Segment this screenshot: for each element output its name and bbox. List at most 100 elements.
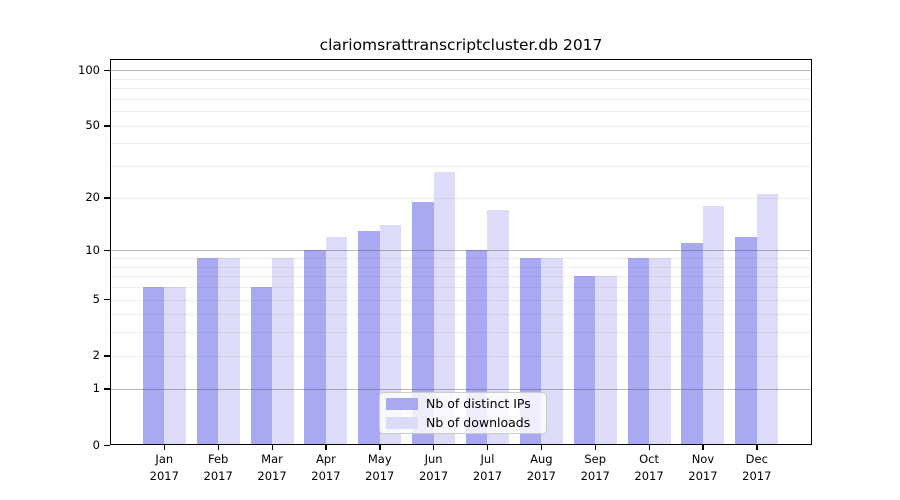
x-tick-month: Dec	[745, 452, 768, 466]
x-tick-month: Aug	[530, 452, 553, 466]
x-tick-sep	[594, 445, 596, 450]
gridline-minor-40	[110, 143, 812, 145]
y-tick-100	[104, 69, 110, 72]
x-tick-year: 2017	[526, 468, 556, 483]
x-tick-feb	[217, 445, 219, 450]
gridline-minor-20	[110, 197, 812, 199]
x-tick-oct	[648, 445, 650, 450]
bar-mar-distinct-ips	[250, 286, 273, 445]
x-tick-month: Feb	[207, 452, 229, 466]
x-tick-label-aug: Aug 2017	[511, 451, 571, 484]
x-tick-year: 2017	[634, 468, 664, 483]
x-tick-jul	[486, 445, 489, 450]
gridline-minor-2	[110, 355, 812, 357]
bar-feb-distinct-ips	[196, 258, 219, 445]
gridline-minor-6	[110, 286, 812, 288]
gridline-minor-80	[110, 88, 812, 90]
y-tick-label-1: 1	[92, 381, 100, 396]
gridline-minor-4	[110, 314, 812, 316]
gridline-minor-30	[110, 166, 812, 168]
x-tick-jun	[433, 445, 435, 450]
x-tick-month: Jan	[155, 452, 174, 466]
y-tick-20	[104, 197, 110, 199]
y-tick-10	[104, 249, 110, 252]
bar-nov-downloads	[702, 205, 725, 445]
bar-mar-downloads	[272, 258, 294, 445]
legend-label-distinct-ips: Nb of distinct IPs	[426, 396, 531, 411]
x-tick-year: 2017	[365, 468, 395, 483]
x-tick-mar	[271, 445, 273, 450]
gridline-major-100	[110, 70, 812, 72]
x-tick-label-oct: Oct 2017	[619, 451, 679, 484]
x-tick-label-may: May 2017	[350, 451, 410, 484]
x-tick-may	[379, 445, 381, 450]
y-tick-label-2: 2	[92, 348, 100, 363]
x-tick-nov	[702, 445, 704, 450]
bar-may-downloads	[379, 225, 402, 445]
x-tick-year: 2017	[149, 468, 179, 483]
y-tick-label-50: 50	[85, 118, 100, 133]
y-tick-0	[104, 444, 110, 446]
gridline-minor-70	[110, 98, 812, 100]
x-tick-month: Jun	[424, 452, 443, 466]
legend-swatch-distinct-ips	[386, 397, 418, 410]
gridline-minor-7	[110, 276, 812, 278]
bar-jul-downloads	[487, 210, 509, 445]
x-tick-label-sep: Sep 2017	[565, 451, 625, 484]
legend-item-distinct-ips: Nb of distinct IPs	[386, 396, 540, 411]
x-tick-year: 2017	[580, 468, 610, 483]
y-tick-5	[104, 299, 110, 301]
gridline-minor-5	[110, 299, 812, 301]
x-tick-year: 2017	[203, 468, 233, 483]
x-tick-year: 2017	[311, 468, 341, 483]
bar-nov-distinct-ips	[681, 243, 703, 445]
x-tick-year: 2017	[688, 468, 718, 483]
bar-jun-downloads	[433, 171, 456, 445]
gridline-major-1	[110, 388, 812, 390]
gridline-minor-50	[110, 125, 812, 127]
x-tick-year: 2017	[742, 468, 772, 483]
x-tick-label-apr: Apr 2017	[296, 451, 356, 484]
x-tick-month: Nov	[691, 452, 715, 466]
y-tick-label-20: 20	[85, 190, 100, 205]
gridline-minor-90	[110, 78, 812, 80]
bar-oct-downloads	[649, 258, 671, 445]
x-tick-label-jan: Jan 2017	[134, 451, 194, 484]
y-tick-label-100: 100	[78, 62, 100, 77]
y-tick-label-10: 10	[85, 242, 100, 257]
gridline-major-10	[110, 250, 812, 252]
x-tick-month: May	[367, 452, 392, 466]
x-tick-month: Mar	[261, 452, 283, 466]
x-tick-year: 2017	[257, 468, 287, 483]
legend-swatch-downloads	[386, 416, 418, 429]
bar-apr-downloads	[325, 236, 348, 445]
bar-feb-downloads	[218, 258, 240, 445]
x-tick-month: Apr	[315, 452, 336, 466]
x-tick-month: Sep	[584, 452, 607, 466]
x-tick-label-mar: Mar 2017	[242, 451, 302, 484]
bar-dec-distinct-ips	[735, 236, 757, 445]
bar-jan-distinct-ips	[142, 286, 165, 445]
legend-label-downloads: Nb of downloads	[426, 415, 531, 430]
bar-oct-distinct-ips	[627, 258, 650, 445]
x-tick-label-jul: Jul 2017	[457, 451, 517, 484]
gridline-minor-3	[110, 332, 812, 334]
x-tick-label-nov: Nov 2017	[673, 451, 733, 484]
x-tick-apr	[325, 445, 327, 450]
y-tick-2	[104, 355, 110, 357]
bar-may-distinct-ips	[358, 230, 380, 445]
bar-jun-distinct-ips	[412, 201, 434, 445]
x-tick-dec	[756, 445, 758, 450]
bar-sep-distinct-ips	[573, 276, 596, 445]
x-tick-aug	[540, 445, 543, 450]
x-tick-year: 2017	[472, 468, 503, 483]
y-tick-label-0: 0	[92, 437, 100, 452]
legend: Nb of distinct IPs Nb of downloads	[379, 392, 547, 434]
gridline-minor-9	[110, 258, 812, 260]
x-tick-label-dec: Dec 2017	[727, 451, 787, 484]
chart-title: clariomsrattranscriptcluster.db 2017	[319, 36, 603, 54]
y-tick-50	[104, 125, 110, 127]
y-tick-label-5: 5	[92, 292, 100, 306]
x-tick-year: 2017	[418, 468, 449, 483]
legend-item-downloads: Nb of downloads	[386, 415, 540, 430]
